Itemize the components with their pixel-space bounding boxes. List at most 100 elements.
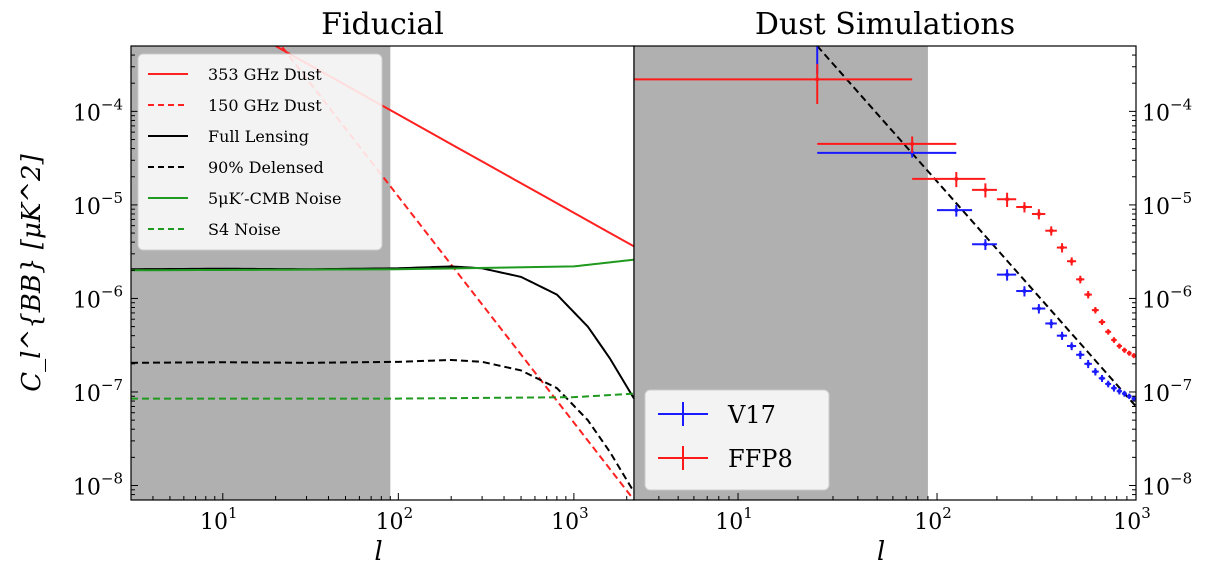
y-tick-label-exp: −8 — [101, 470, 123, 488]
legend-item: 5μK′-CMB Noise — [148, 189, 341, 208]
y-tick-label-base: 10 — [1142, 382, 1170, 407]
series-ffp8-point-18 — [1126, 350, 1132, 356]
y-tick-label: 10−5 — [73, 189, 123, 220]
x-tick-label-exp: 2 — [942, 504, 952, 522]
legend-item: 353 GHz Dust — [148, 65, 322, 84]
series-v17-point-9 — [1066, 342, 1077, 351]
series-v17-point-4 — [996, 269, 1017, 281]
y-tick-label: 10−6 — [1142, 282, 1192, 313]
data-point — [1069, 259, 1074, 264]
y-tick-label-exp: −8 — [1170, 470, 1192, 488]
series-ffp8-point-7 — [1045, 226, 1057, 236]
data-point — [1036, 306, 1041, 311]
series-90-delensed-line — [131, 358, 634, 493]
series-v17 — [816, 46, 1136, 402]
x-tick-label-exp: 1 — [228, 504, 238, 522]
series-ffp8-point-12 — [1091, 307, 1099, 314]
series-v17-point-3 — [972, 239, 997, 250]
y-tick-label-base: 10 — [1142, 195, 1170, 220]
series-v17-point-12 — [1091, 368, 1099, 376]
data-point — [1022, 204, 1027, 209]
series-5-k-cmb-noise-line — [131, 258, 634, 272]
data-point — [1093, 308, 1098, 313]
y-tick-label: 10−6 — [73, 282, 123, 313]
series-ffp8-point-0 — [634, 64, 913, 104]
series-ffp8-point-19 — [1131, 353, 1136, 359]
data-point — [1022, 289, 1027, 294]
series-ffp8 — [634, 64, 1136, 359]
series-v17-point-7 — [1045, 319, 1057, 329]
series-v17-point-15 — [1111, 384, 1117, 392]
series-v17-point-10 — [1076, 350, 1085, 360]
data-point — [1100, 376, 1105, 381]
legend-item: 90% Delensed — [148, 158, 324, 177]
y-tick-label-exp: −5 — [1170, 189, 1192, 207]
series-v17-point-8 — [1056, 331, 1067, 340]
series-v17-point-11 — [1084, 359, 1092, 369]
data-point — [1078, 352, 1083, 357]
series-ffp8-point-14 — [1105, 329, 1112, 335]
plot-area — [634, 46, 1136, 408]
y-tick-label-exp: −6 — [101, 282, 123, 300]
series-v17-point-14 — [1105, 380, 1112, 388]
series-ffp8-point-15 — [1111, 337, 1117, 343]
panel-title: Dust Simulations — [755, 7, 1015, 42]
y-tick-label-base: 10 — [73, 288, 101, 313]
series-ffp8-point-10 — [1076, 275, 1085, 284]
legend-label: S4 Noise — [208, 220, 281, 239]
y-tick-label-base: 10 — [73, 476, 101, 501]
series-ffp8-point-4 — [996, 192, 1017, 207]
series-v17-point-6 — [1031, 304, 1046, 314]
data-point — [1005, 197, 1010, 202]
data-point — [1093, 369, 1098, 374]
y-tick-label: 10−4 — [1142, 95, 1192, 126]
legend-label: 90% Delensed — [208, 158, 324, 177]
legend: V17 FFP8 — [644, 389, 830, 491]
x-tick-label: 101 — [715, 504, 753, 535]
x-tick-label-base: 10 — [715, 510, 743, 535]
legend-label: 150 GHz Dust — [208, 96, 322, 115]
y-tick-label-base: 10 — [1142, 101, 1170, 126]
series-ffp8-point-13 — [1098, 319, 1106, 326]
series-ffp8-point-2 — [912, 171, 986, 188]
legend-label: 353 GHz Dust — [208, 65, 322, 84]
x-tick-label-exp: 2 — [404, 504, 414, 522]
series-v17-point-16 — [1116, 388, 1122, 395]
data-point — [983, 187, 988, 192]
x-tick-label-exp: 3 — [579, 504, 589, 522]
x-tick-label-base: 10 — [376, 510, 404, 535]
series-v17-point-2 — [937, 204, 973, 217]
data-point — [1086, 361, 1091, 366]
data-point — [910, 141, 915, 146]
series-ffp8-point-9 — [1066, 257, 1077, 266]
data-point — [1078, 277, 1083, 282]
y-tick-label: 10−5 — [1142, 189, 1192, 220]
y-tick-label-base: 10 — [73, 101, 101, 126]
y-tick-label-exp: −7 — [101, 376, 123, 394]
x-tick-label: 102 — [376, 504, 414, 535]
series-ffp8-point-17 — [1121, 347, 1127, 353]
y-tick-label-exp: −4 — [1170, 95, 1192, 113]
y-tick-label-base: 10 — [1142, 476, 1170, 501]
data-point — [1122, 348, 1127, 353]
legend: 353 GHz Dust 150 GHz Dust Full Lensing 90% … — [137, 53, 383, 251]
legend-item: S4 Noise — [148, 220, 281, 239]
legend-item: 150 GHz Dust — [148, 96, 322, 115]
legend-label: 5μK′-CMB Noise — [208, 189, 341, 208]
series-s4-noise-line — [131, 392, 634, 400]
series-v17-point-5 — [1016, 286, 1032, 297]
x-tick-label-base: 10 — [551, 510, 579, 535]
data-point — [1060, 333, 1065, 338]
x-tick-label-base: 10 — [1113, 510, 1141, 535]
axes-frame — [633, 45, 1137, 501]
y-ticks: 10−810−710−610−510−4 — [73, 45, 138, 501]
x-axis-label: l — [374, 537, 382, 567]
x-tick-label-exp: 3 — [1141, 504, 1151, 522]
y-tick-label-exp: −5 — [101, 189, 123, 207]
y-ticks: 10−810−710−610−510−4 — [1129, 45, 1192, 501]
series-v17-point-18 — [1126, 393, 1132, 400]
y-axis-label: C_l^{BB} [μK^2] — [17, 153, 47, 391]
data-point — [1111, 337, 1116, 342]
data-point — [1100, 319, 1105, 324]
